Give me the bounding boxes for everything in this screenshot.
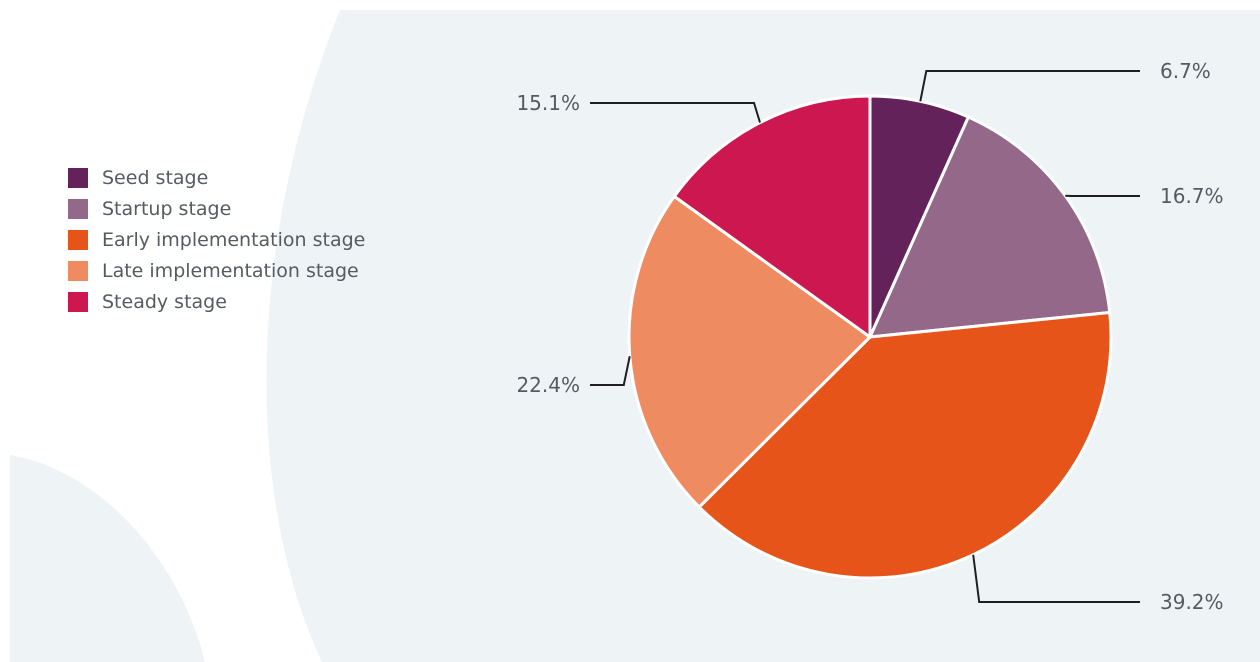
legend-item: Steady stage: [68, 286, 365, 317]
leader-line: [590, 356, 631, 386]
legend-item: Late implementation stage: [68, 255, 365, 286]
legend-swatch: [68, 229, 88, 250]
leader-line: [590, 102, 761, 123]
slice-value-label: 6.7%: [1160, 59, 1211, 83]
legend-label: Late implementation stage: [102, 259, 359, 282]
background-shape-corner: [10, 455, 205, 662]
legend-label: Steady stage: [102, 290, 227, 313]
leader-line: [919, 70, 1140, 102]
legend-swatch: [68, 260, 88, 281]
legend-item: Early implementation stage: [68, 224, 365, 255]
slice-value-label: 16.7%: [1160, 184, 1224, 208]
legend: Seed stage Startup stage Early implement…: [68, 162, 365, 317]
legend-swatch: [68, 167, 88, 188]
legend-item: Startup stage: [68, 193, 365, 224]
legend-item: Seed stage: [68, 162, 365, 193]
legend-label: Seed stage: [102, 166, 209, 189]
legend-label: Early implementation stage: [102, 228, 366, 251]
legend-swatch: [68, 291, 88, 312]
pie-slice: [627, 194, 872, 509]
legend-label: Startup stage: [102, 197, 232, 220]
leader-line: [972, 554, 1140, 603]
pie-slice: [672, 94, 872, 339]
legend-swatch: [68, 198, 88, 219]
slice-value-label: 22.4%: [516, 373, 580, 397]
slice-value-label: 39.2%: [1160, 590, 1224, 614]
slice-value-label: 15.1%: [516, 91, 580, 115]
